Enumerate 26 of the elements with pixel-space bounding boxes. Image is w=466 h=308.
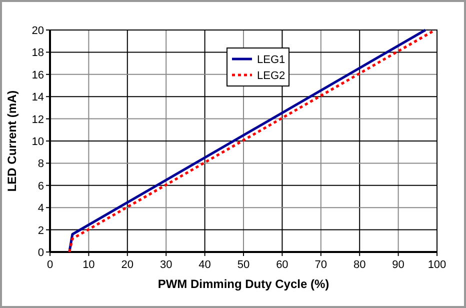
legend-label: LEG1 [257,54,286,66]
y-tick-label: 20 [32,25,44,37]
x-tick-label: 20 [121,259,134,271]
x-tick-label: 70 [314,259,328,271]
y-tick-label: 16 [32,69,44,82]
y-tick-label: 4 [38,202,44,215]
y-tick-label: 0 [38,247,44,259]
y-tick-label: 10 [32,136,44,148]
x-axis-title: PWM Dimming Duty Cycle (%) [158,277,330,291]
x-tick-label: 100 [428,259,446,271]
x-tick-label: 10 [82,259,95,271]
y-axis-title: LED Current (mA) [5,90,19,192]
y-tick-label: 8 [38,158,44,170]
x-tick-label: 30 [160,259,172,271]
x-tick-label: 0 [46,259,54,271]
y-tick-label: 12 [32,114,44,126]
x-tick-label: 50 [237,259,250,271]
y-tick-label: 2 [38,224,44,237]
x-tick-label: 80 [353,259,366,271]
legend-label: LEG2 [257,70,286,82]
x-tick-label: 40 [198,259,211,271]
x-tick-label: 60 [276,259,288,271]
y-tick-label: 6 [38,180,44,192]
y-tick-label: 14 [32,92,44,104]
x-tick-label: 90 [392,259,404,271]
y-tick-label: 18 [32,47,44,60]
